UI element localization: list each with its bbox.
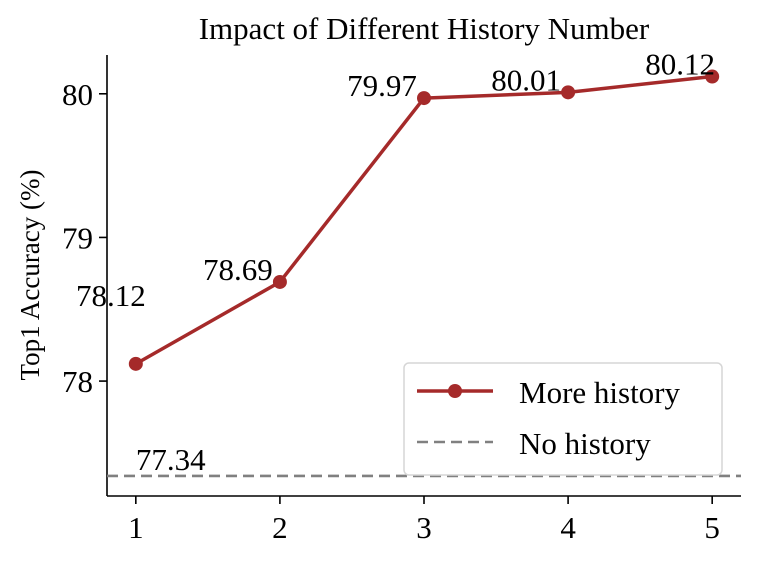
legend-marker-more-history [448,384,462,398]
y-tick-label: 78 [62,364,93,399]
data-label: 78.12 [76,278,146,313]
data-label: 78.69 [203,252,273,287]
x-tick-label: 3 [416,510,432,545]
axis-ticks: 1 2 3 4 5 78 79 80 [62,77,720,545]
data-point [272,274,287,289]
y-axis-label: Top1 Accuracy (%) [15,169,45,380]
x-tick-label: 4 [560,510,576,545]
data-point [128,356,143,371]
data-label: 80.12 [645,47,715,82]
data-point [417,91,431,106]
series-layer [128,69,720,371]
x-tick-label: 2 [272,510,288,545]
y-tick-label: 79 [62,220,93,255]
baseline-label: 77.34 [136,442,206,477]
data-point [705,69,720,84]
data-label: 80.01 [491,62,561,97]
series-line-more-history [134,74,713,366]
legend-label-more-history: More history [519,375,681,410]
x-tick-label: 1 [128,510,144,545]
y-tick-label: 80 [62,77,93,112]
data-point [561,85,576,100]
data-labels: 78.12 78.69 79.97 80.01 80.12 [76,47,715,313]
legend: More history No history [403,362,723,476]
x-tick-label: 5 [704,510,720,545]
baseline-layer: 77.34 [107,442,741,478]
data-label: 79.97 [347,68,417,103]
chart-title: Impact of Different History Number [199,11,650,46]
legend-label-no-history: No history [519,426,651,461]
